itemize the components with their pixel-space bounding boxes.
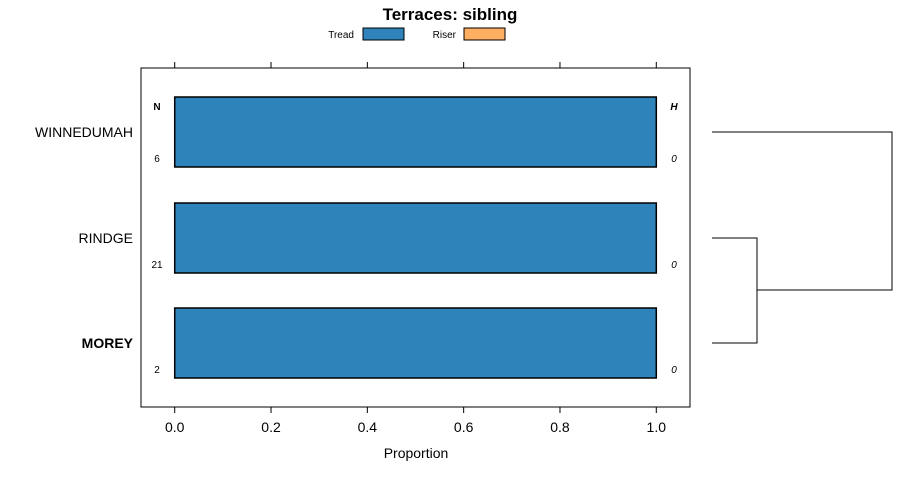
category-labels: WINNEDUMAH RINDGE MOREY bbox=[35, 124, 134, 351]
h-value: 0 bbox=[671, 365, 677, 376]
legend-label-tread: Tread bbox=[328, 30, 354, 41]
legend-swatch-tread bbox=[362, 27, 405, 41]
n-value: 6 bbox=[154, 154, 160, 165]
category-label: MOREY bbox=[82, 335, 134, 351]
chart-title: Terraces: sibling bbox=[383, 5, 518, 24]
x-tick-label: 0.6 bbox=[454, 419, 474, 435]
n-column: 6 21 2 bbox=[151, 154, 163, 376]
legend: Tread Riser bbox=[328, 27, 506, 41]
h-header: H bbox=[670, 102, 678, 113]
h-value: 0 bbox=[671, 154, 677, 165]
bar-tread-winnedumah bbox=[173, 96, 658, 168]
legend-label-riser: Riser bbox=[433, 30, 457, 41]
n-header: N bbox=[153, 102, 160, 113]
dendrogram-link-rindge-morey bbox=[712, 237, 758, 344]
h-column: 0 0 0 bbox=[671, 154, 677, 376]
x-tick-label: 0.0 bbox=[165, 419, 185, 435]
n-value: 2 bbox=[154, 365, 160, 376]
x-axis-label: Proportion bbox=[384, 445, 449, 461]
x-axis: 0.0 0.2 0.4 0.6 0.8 1.0 bbox=[165, 62, 666, 435]
x-tick-label: 0.8 bbox=[550, 419, 570, 435]
bar-tread-morey bbox=[173, 307, 658, 379]
h-value: 0 bbox=[671, 260, 677, 271]
n-value: 21 bbox=[151, 260, 163, 271]
bar-tread-rindge bbox=[173, 202, 658, 274]
x-tick-label: 0.4 bbox=[358, 419, 378, 435]
x-tick-label: 0.2 bbox=[261, 419, 281, 435]
x-tick-label: 1.0 bbox=[647, 419, 667, 435]
dendrogram-link-root bbox=[712, 131, 893, 291]
bars bbox=[173, 96, 658, 379]
category-label: WINNEDUMAH bbox=[35, 124, 133, 140]
plot-frame bbox=[140, 67, 691, 408]
dendrogram bbox=[712, 131, 893, 344]
category-label: RINDGE bbox=[79, 230, 133, 246]
legend-swatch-riser bbox=[463, 27, 506, 41]
